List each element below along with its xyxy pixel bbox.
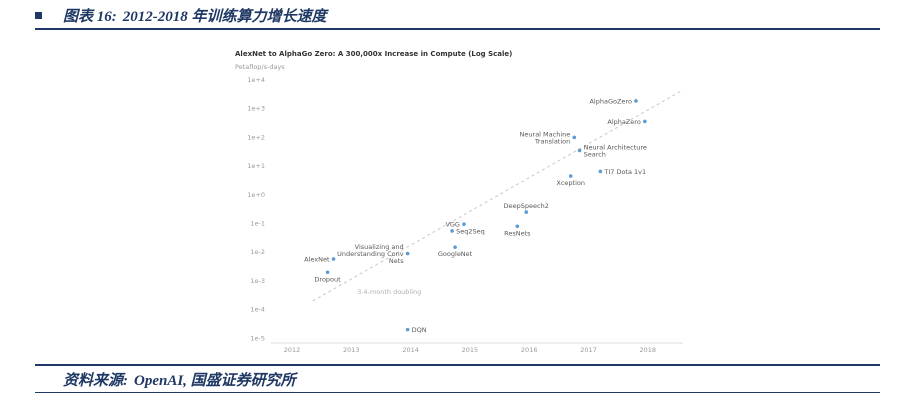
chart-point <box>634 99 638 103</box>
x-tick-label: 2012 <box>284 346 301 354</box>
chart-point-label: Xception <box>556 179 585 187</box>
x-tick-label: 2013 <box>343 346 360 354</box>
chart-point-label: Neural Architecture <box>584 143 647 151</box>
y-tick-label: 1e+1 <box>247 162 265 170</box>
y-tick-label: 1e-4 <box>250 306 265 314</box>
chart-point-label: Nets <box>389 257 404 265</box>
chart-point-label: ResNets <box>504 229 531 237</box>
chart-point <box>462 222 466 226</box>
y-tick-label: 1e-2 <box>250 248 265 256</box>
source-text: OpenAI, 国盛证券研究所 <box>134 372 296 389</box>
chart-title: AlexNet to AlphaGo Zero: A 300,000x Incr… <box>235 50 512 58</box>
footer-divider-bottom <box>35 392 880 393</box>
chart-point-label: Neural Machine <box>520 130 571 138</box>
chart-point-label: VGG <box>445 221 460 229</box>
chart-footer: 资料来源: OpenAI, 国盛证券研究所 <box>35 364 880 393</box>
chart-point-label: AlphaZero <box>607 118 640 126</box>
chart-point-label: DeepSpeech2 <box>504 202 549 210</box>
x-tick-label: 2018 <box>640 346 657 354</box>
chart-point <box>598 169 603 174</box>
chart-point-label: AlexNet <box>304 255 330 263</box>
y-tick-label: 1e-5 <box>250 334 265 342</box>
x-tick-label: 2014 <box>402 346 419 354</box>
title-bullet-icon <box>35 11 42 19</box>
chart-point-label: Understanding Conv <box>337 250 404 258</box>
chart-header: 图表 16: 2012-2018 年训练算力增长速度 <box>35 4 880 30</box>
y-tick-label: 1e-3 <box>250 277 265 285</box>
chart-point <box>405 251 410 256</box>
chart-point <box>568 174 573 178</box>
page-title: 图表 16: 2012-2018 年训练算力增长速度 <box>63 5 327 26</box>
y-tick-label: 1e+0 <box>247 191 265 199</box>
chart-point-label: Translation <box>534 137 570 145</box>
chart-point <box>331 257 336 261</box>
trend-line <box>312 90 681 302</box>
x-tick-label: 2016 <box>521 346 538 354</box>
x-tick-label: 2015 <box>462 346 479 354</box>
x-tick-label: 2017 <box>580 346 597 354</box>
header-divider <box>35 28 880 30</box>
y-axis-unit-label: Petaflop/s-days <box>235 63 285 71</box>
source-line: 资料来源: OpenAI, 国盛证券研究所 <box>63 369 296 390</box>
chart-point <box>325 270 330 275</box>
y-tick-label: 1e+3 <box>247 105 265 113</box>
chart-title-text: 2012-2018 年训练算力增长速度 <box>122 8 327 25</box>
chart-area: AlexNet to AlphaGo Zero: A 300,000x Incr… <box>225 42 695 362</box>
chart-number-label: 图表 16: <box>63 8 117 25</box>
y-tick-label: 1e-1 <box>250 220 265 228</box>
chart-point-label: AlphaGoZero <box>589 97 631 105</box>
chart-point <box>643 119 647 124</box>
chart-point-label: GoogleNet <box>438 250 473 258</box>
chart-point <box>577 148 582 153</box>
chart-point <box>572 135 577 140</box>
footer-divider-top <box>35 364 880 366</box>
chart-point <box>453 245 457 249</box>
source-label: 资料来源: <box>63 372 128 389</box>
chart-point <box>450 229 454 233</box>
chart-point-label: TI7 Dota 1v1 <box>603 168 646 176</box>
chart-point-label: Dropout <box>314 275 341 283</box>
y-tick-label: 1e+4 <box>247 76 265 84</box>
trend-label: 3.4-month doubling <box>357 288 421 296</box>
y-tick-label: 1e+2 <box>247 133 265 141</box>
chart-point <box>405 327 410 332</box>
chart-point <box>524 210 529 214</box>
chart-point-label: DQN <box>412 326 427 334</box>
chart-point <box>515 224 520 229</box>
compute-growth-scatter-chart: AlexNet to AlphaGo Zero: A 300,000x Incr… <box>235 50 683 354</box>
chart-point-label: Visualizing and <box>355 243 404 251</box>
chart-point-label: Seq2Seq <box>456 227 485 235</box>
chart-point-label: Search <box>584 150 606 158</box>
